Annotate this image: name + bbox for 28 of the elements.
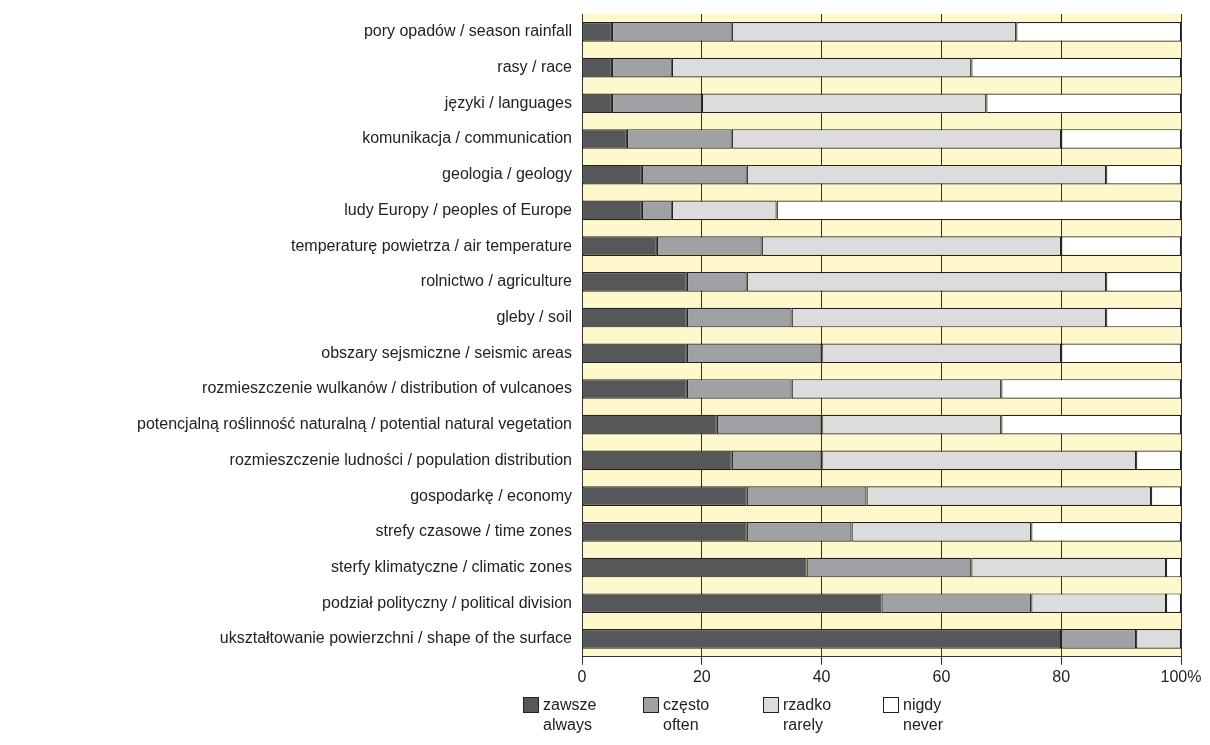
x-tick-label: 60: [932, 667, 951, 685]
y-tick-label: pory opadów / season rainfall: [363, 22, 572, 40]
y-tick-label: rozmieszczenie wulkanów / distribution of vulcanoes: [202, 379, 572, 397]
y-tick-label: gospodarkę / economy: [410, 486, 572, 504]
y-tick-label: temperaturę powietrza / air temperature: [290, 236, 573, 254]
legend-label: często often: [663, 695, 711, 735]
y-tick-label: podział polityczny / political division: [322, 593, 572, 611]
y-tick-label: języki / languages: [443, 93, 572, 111]
legend-label: zawsze always: [543, 695, 598, 735]
x-tick-label: 20: [692, 667, 711, 685]
y-tick-label: ukształtowanie powierzchni / shape of the surface: [219, 629, 573, 647]
y-tick-label: rasy / race: [497, 57, 573, 75]
y-tick-label: rozmieszczenie ludności / population distribution: [229, 450, 572, 468]
x-tick-label: 40: [812, 667, 831, 685]
x-tick-label: 0: [577, 667, 587, 685]
y-tick-label: gleby / soil: [496, 307, 572, 325]
y-tick-label: komunikacja / communication: [362, 129, 572, 147]
y-tick-label: sterfy klimatyczne / climatic zones: [331, 557, 572, 575]
x-tick-label: 100%: [1160, 667, 1202, 685]
legend-label: rzadko rarely: [783, 695, 833, 735]
y-tick-label: ludy Europy / peoples of Europe: [344, 200, 573, 218]
y-tick-label: geologia / geology: [442, 165, 572, 183]
y-tick-label: obszary sejsmiczne / seismic areas: [321, 343, 572, 361]
y-tick-label: strefy czasowe / time zones: [375, 522, 572, 540]
legend-label: nigdy never: [903, 695, 945, 735]
y-tick-label: potencjalną roślinność naturalną / potential natural vegetation: [137, 415, 572, 433]
y-tick-label: rolnictwo / agriculture: [420, 272, 573, 290]
x-tick-label: 80: [1052, 667, 1071, 685]
